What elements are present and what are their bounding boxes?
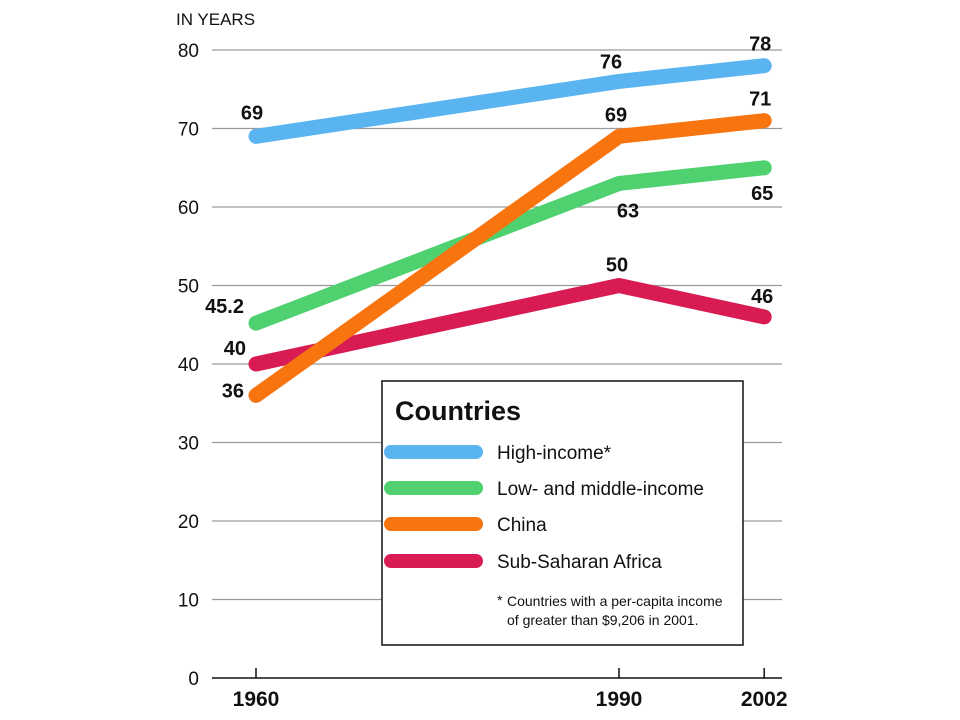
data-label: 65 bbox=[751, 183, 773, 205]
data-label: 63 bbox=[617, 200, 639, 222]
series-line bbox=[248, 160, 772, 331]
data-label: 45.2 bbox=[205, 296, 244, 318]
y-tick-label: 30 bbox=[178, 434, 199, 455]
data-label: 76 bbox=[600, 51, 622, 73]
y-tick-label: 0 bbox=[188, 669, 199, 690]
y-tick-label: 40 bbox=[178, 355, 199, 376]
y-tick-label: 80 bbox=[178, 41, 199, 62]
data-label: 46 bbox=[751, 286, 773, 308]
legend-label: China bbox=[497, 515, 547, 536]
y-tick-label: 10 bbox=[178, 591, 199, 612]
footnote-line-2: of greater than $9,206 in 2001. bbox=[507, 612, 698, 628]
legend-items: High-income* Low- and middle-income China S… bbox=[384, 443, 704, 573]
data-label: 69 bbox=[241, 102, 263, 124]
data-label: 36 bbox=[222, 380, 244, 402]
y-tick-label: 60 bbox=[178, 198, 199, 219]
legend-footnote: * Countries with a per-capita income of … bbox=[497, 592, 723, 628]
x-tick-label: 1960 bbox=[233, 688, 280, 711]
x-axis: 1960 1990 2002 bbox=[233, 668, 788, 711]
legend-label: High-income* bbox=[497, 443, 612, 464]
legend-title: Countries bbox=[395, 396, 521, 426]
y-tick-label: 70 bbox=[178, 120, 199, 141]
y-axis: 0 10 20 30 40 50 60 70 80 bbox=[178, 41, 199, 690]
series-lines bbox=[248, 58, 772, 403]
x-tick-label: 1990 bbox=[596, 688, 643, 711]
legend-label: Sub-Saharan Africa bbox=[497, 552, 662, 573]
data-label: 69 bbox=[605, 104, 627, 126]
series-line bbox=[248, 278, 772, 372]
data-label: 50 bbox=[606, 255, 628, 277]
series-line bbox=[248, 58, 772, 144]
legend: Countries High-income* Low- and middle-in… bbox=[381, 380, 744, 646]
data-labels: 69 76 78 45.2 63 65 36 69 71 40 50 46 bbox=[205, 34, 773, 403]
x-tick-label: 2002 bbox=[741, 688, 788, 711]
unit-label: IN YEARS bbox=[176, 10, 255, 29]
y-tick-label: 20 bbox=[178, 512, 199, 533]
y-tick-label: 50 bbox=[178, 277, 199, 298]
data-label: 71 bbox=[749, 89, 771, 111]
footnote-line-1: Countries with a per-capita income bbox=[507, 593, 723, 609]
legend-box bbox=[381, 380, 744, 646]
series-line bbox=[248, 113, 772, 403]
footnote-mark: * bbox=[497, 592, 503, 608]
data-label: 78 bbox=[749, 34, 771, 56]
data-label: 40 bbox=[224, 338, 246, 360]
legend-label: Low- and middle-income bbox=[497, 479, 704, 500]
